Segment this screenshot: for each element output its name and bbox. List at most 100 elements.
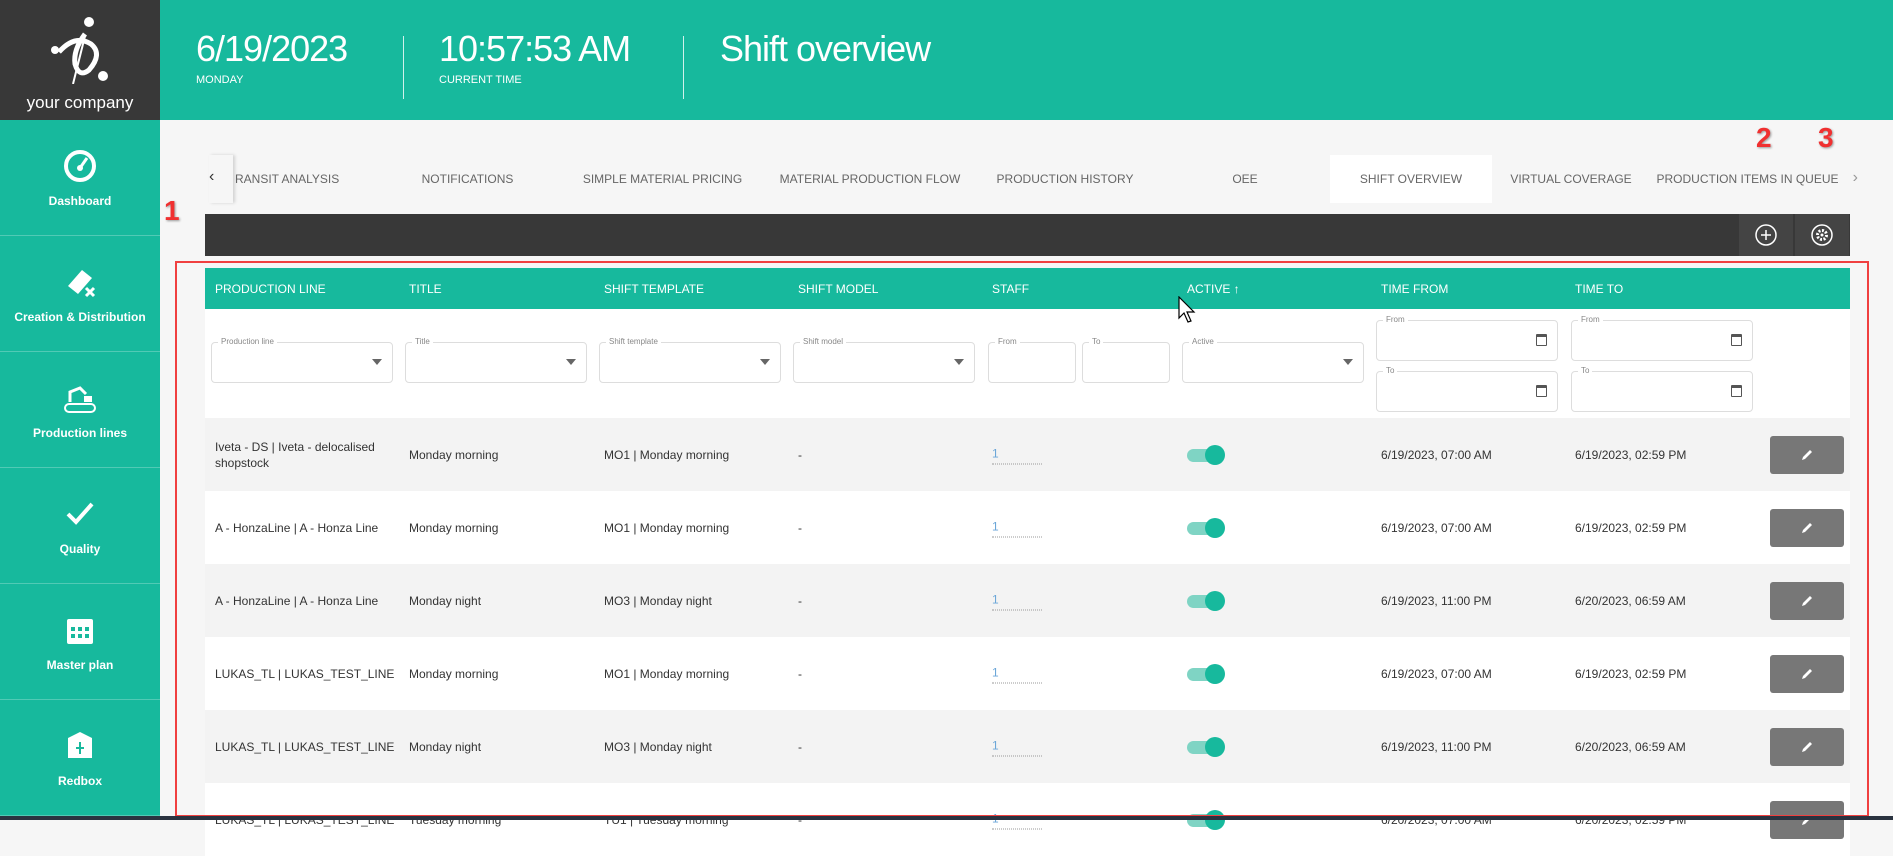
shift-template-cell: MO1 | Monday morning	[604, 666, 730, 681]
active-toggle[interactable]	[1187, 517, 1225, 538]
calendar-icon[interactable]	[1731, 385, 1742, 397]
staff-count-link[interactable]: 1	[992, 518, 1042, 537]
staff-count-link[interactable]: 1	[992, 445, 1042, 464]
sidebar-item-redbox[interactable]: Redbox	[0, 700, 160, 816]
calendar-icon	[67, 618, 93, 644]
calendar-icon[interactable]	[1536, 334, 1547, 346]
current-time: 10:57:53 AM	[439, 28, 631, 69]
sidebar-item-label: Master plan	[46, 657, 114, 672]
shift-template-cell: MO1 | Monday morning	[604, 520, 730, 535]
tab-shift-overview[interactable]: SHIFT OVERVIEW	[1330, 155, 1492, 203]
pencil-icon	[1802, 741, 1812, 752]
tab-scroll-left-icon[interactable]: ‹	[209, 155, 233, 203]
ticket-icon	[68, 269, 96, 297]
time-to-cell: 6/19/2023, 02:59 PM	[1575, 520, 1687, 535]
edit-button[interactable]	[1770, 727, 1844, 766]
mouse-cursor-icon	[1178, 296, 1196, 323]
edit-button[interactable]	[1770, 654, 1844, 693]
filter-label: To	[1578, 366, 1593, 375]
column-header-active[interactable]: ACTIVE ↑	[1187, 282, 1240, 296]
company-logo[interactable]: your company	[0, 0, 160, 120]
edit-button[interactable]	[1770, 435, 1844, 474]
divider	[683, 36, 684, 99]
annotation-1: 1	[164, 195, 180, 226]
tab-virtual-coverage[interactable]: VIRTUAL COVERAGE	[1510, 172, 1632, 186]
dropdown-arrow-icon	[954, 359, 964, 365]
pencil-icon	[1802, 595, 1812, 606]
gear-icon	[1811, 224, 1833, 246]
tab-production-items-in-queue[interactable]: PRODUCTION ITEMS IN QUEUE	[1656, 172, 1839, 186]
settings-button[interactable]	[1795, 214, 1849, 256]
dropdown-arrow-icon	[1343, 359, 1353, 365]
tab-scroll-right-icon[interactable]: ›	[1852, 169, 1858, 186]
title-filter[interactable]: Title	[405, 337, 587, 383]
pencil-icon	[1802, 668, 1812, 679]
sidebar-item-creation-distribution[interactable]: Creation & Distribution	[0, 236, 160, 352]
time-from-cell: 6/19/2023, 07:00 AM	[1381, 666, 1492, 681]
sidebar-item-production-lines[interactable]: Production lines	[0, 352, 160, 468]
tab-material-production-flow[interactable]: MATERIAL PRODUCTION FLOW	[779, 172, 961, 186]
pencil-icon	[1802, 522, 1812, 533]
table-body: Iveta - DS | Iveta - delocalised shopsto…	[205, 418, 1850, 856]
sidebar-item-master-plan[interactable]: Master plan	[0, 584, 160, 700]
active-toggle[interactable]	[1187, 444, 1225, 465]
top-header: 6/19/2023 MONDAY 10:57:53 AM CURRENT TIM…	[160, 0, 1893, 120]
current-time-label: CURRENT TIME	[439, 74, 522, 86]
tab-notifications[interactable]: NOTIFICATIONS	[421, 172, 514, 186]
table-row: A - HonzaLine | A - Honza Line Monday nig…	[205, 564, 1850, 637]
column-header-staff[interactable]: STAFF	[992, 282, 1030, 296]
time-to-from-input[interactable]: From	[1571, 315, 1753, 361]
table-row: LUKAS_TL | LUKAS_TEST_LINE Monday morning…	[205, 637, 1850, 710]
shift-model-cell: -	[798, 447, 802, 462]
column-header-production-line[interactable]: PRODUCTION LINE	[215, 282, 326, 296]
column-header-time-from[interactable]: TIME FROM	[1381, 282, 1449, 296]
edit-button[interactable]	[1770, 581, 1844, 620]
staff-from-input[interactable]: From	[988, 337, 1076, 383]
shift-template-filter[interactable]: Shift template	[599, 337, 781, 383]
shift-model-filter[interactable]: Shift model	[793, 337, 975, 383]
sidebar-item-quality[interactable]: Quality	[0, 468, 160, 584]
logo-figure-icon	[51, 17, 108, 85]
time-from-to-input[interactable]: To	[1376, 366, 1558, 412]
sidebar-item-dashboard[interactable]: Dashboard	[0, 120, 160, 236]
calendar-icon[interactable]	[1731, 334, 1742, 346]
production-line-filter[interactable]: Production line	[211, 337, 393, 383]
sidebar-item-label: Production lines	[32, 425, 127, 440]
active-toggle[interactable]	[1187, 663, 1225, 684]
annotation-2: 2	[1756, 122, 1772, 153]
column-header-title[interactable]: TITLE	[409, 282, 442, 296]
time-to-to-input[interactable]: To	[1571, 366, 1753, 412]
active-toggle[interactable]	[1187, 736, 1225, 757]
speedometer-icon	[64, 149, 96, 182]
shift-template-cell: MO3 | Monday night	[604, 593, 712, 608]
divider	[403, 36, 404, 99]
edit-button[interactable]	[1770, 508, 1844, 547]
column-header-time-to[interactable]: TIME TO	[1575, 282, 1624, 296]
staff-count-link[interactable]: 1	[992, 737, 1042, 756]
table-row: A - HonzaLine | A - Honza Line Monday mor…	[205, 491, 1850, 564]
conveyor-robot-icon	[64, 385, 96, 413]
time-from-cell: 6/19/2023, 07:00 AM	[1381, 520, 1492, 535]
column-header-shift-template[interactable]: SHIFT TEMPLATE	[604, 282, 705, 296]
time-from-from-input[interactable]: From	[1376, 315, 1558, 361]
add-button[interactable]	[1739, 214, 1793, 256]
tab-production-history[interactable]: PRODUCTION HISTORY	[996, 172, 1134, 186]
calendar-icon[interactable]	[1536, 385, 1547, 397]
staff-count-link[interactable]: 1	[992, 664, 1042, 683]
staff-to-input[interactable]: To	[1082, 337, 1170, 383]
shift-model-cell: -	[798, 666, 802, 681]
tab-oee[interactable]: OEE	[1232, 172, 1258, 186]
shift-table: PRODUCTION LINE TITLE SHIFT TEMPLATE SHI…	[205, 268, 1850, 856]
active-toggle[interactable]	[1187, 590, 1225, 611]
sidebar: your company Dashboard Creation & Distri…	[0, 0, 160, 820]
title-cell: Monday night	[409, 739, 482, 754]
staff-count-link[interactable]: 1	[992, 591, 1042, 610]
title-cell: Monday morning	[409, 520, 499, 535]
page-title: Shift overview	[720, 28, 931, 69]
tab-transit-analysis[interactable]: RANSIT ANALYSIS	[235, 172, 340, 186]
toggle-knob	[1205, 590, 1225, 611]
filter-label: To	[1383, 366, 1398, 375]
tab-simple-material-pricing[interactable]: SIMPLE MATERIAL PRICING	[582, 172, 743, 186]
column-header-shift-model[interactable]: SHIFT MODEL	[798, 282, 879, 296]
active-filter[interactable]: Active	[1182, 337, 1364, 383]
